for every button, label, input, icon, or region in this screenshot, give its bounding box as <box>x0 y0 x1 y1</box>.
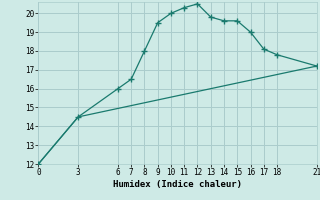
X-axis label: Humidex (Indice chaleur): Humidex (Indice chaleur) <box>113 180 242 189</box>
